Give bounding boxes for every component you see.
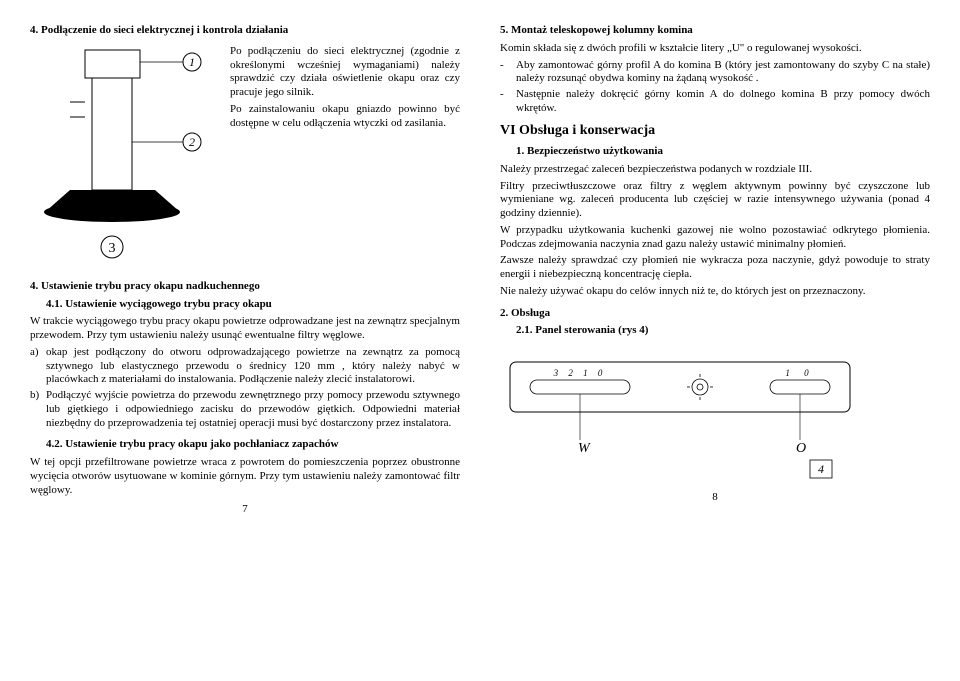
text-5a: Aby zamontować górny profil A do komina …	[516, 59, 930, 87]
para-4b: Po zainstalowaniu okapu gniazdo powinno …	[230, 103, 460, 131]
bezp-p2: Filtry przeciwtłuszczowe oraz filtry z w…	[500, 180, 930, 221]
panel-right-labels: 1 0	[785, 368, 814, 378]
list-item-b: b) Podłączyć wyjście powietrza do przewo…	[30, 389, 460, 430]
marker-b: b)	[30, 389, 46, 430]
list-item-a: a) okap jest podłączony do otworu odprow…	[30, 346, 460, 387]
text-5b: Następnie należy dokręcić górny komin A …	[516, 88, 930, 116]
text-b: Podłączyć wyjście powietrza do przewodu …	[46, 389, 460, 430]
callout-3: 3	[109, 241, 116, 256]
panel-label-w: W	[578, 441, 591, 456]
panel-fig-number: 4	[818, 462, 824, 476]
diagram-text: Po podłączeniu do sieci elektrycznej (zg…	[230, 42, 460, 134]
page-number-right: 8	[500, 491, 930, 505]
callout-1: 1	[189, 55, 195, 69]
heading-4: 4. Podłączenie do sieci elektrycznej i k…	[30, 24, 460, 38]
bezp-p3: W przypadku użytkowania kuchenki gazowej…	[500, 224, 930, 252]
left-column: 4. Podłączenie do sieci elektrycznej i k…	[30, 20, 460, 520]
heading-41: 4.1. Ustawienie wyciągowego trybu pracy …	[46, 298, 460, 312]
marker-dash-1: -	[500, 59, 516, 87]
para-5-intro: Komin składa się z dwóch profili w kszta…	[500, 42, 930, 56]
panel-left-labels: 3 2 1 0	[553, 368, 607, 378]
bezp-p5: Nie należy używać okapu do celów innych …	[500, 285, 930, 299]
text-a: okap jest podłączony do otworu odprowadz…	[46, 346, 460, 387]
list-item-5b: - Następnie należy dokręcić górny komin …	[500, 88, 930, 116]
heading-1-bezp: 1. Bezpieczeństwo użytkowania	[516, 145, 930, 159]
page-number-left: 7	[30, 503, 460, 517]
heading-5: 5. Montaż teleskopowej kolumny komina	[500, 24, 930, 38]
heading-2-obs: 2. Obsługa	[500, 307, 930, 321]
heading-42: 4.2. Ustawienie trybu pracy okapu jako p…	[46, 438, 460, 452]
marker-a: a)	[30, 346, 46, 387]
heading-4-ust: 4. Ustawienie trybu pracy okapu nadkuche…	[30, 280, 460, 294]
diagram-row: 1 2 3 Po podłączeniu do sieci elektryczn…	[30, 42, 460, 272]
right-column: 5. Montaż teleskopowej kolumny komina Ko…	[500, 20, 930, 520]
para-42: W tej opcji przefiltrowane powietrze wra…	[30, 456, 460, 497]
marker-dash-2: -	[500, 88, 516, 116]
para-41: W trakcie wyciągowego trybu pracy okapu …	[30, 315, 460, 343]
heading-vi: VI Obsługa i konserwacja	[500, 122, 930, 140]
hood-diagram: 1 2 3	[30, 42, 220, 272]
callout-2: 2	[189, 135, 195, 149]
para-4a: Po podłączeniu do sieci elektrycznej (zg…	[230, 45, 460, 100]
list-item-5a: - Aby zamontować górny profil A do komin…	[500, 59, 930, 87]
bezp-p4: Zawsze należy sprawdzać czy płomień nie …	[500, 254, 930, 282]
control-panel-figure: 3 2 1 0 1 0 W O 4	[500, 352, 860, 482]
bezp-p1: Należy przestrzegać zaleceń bezpieczeńst…	[500, 163, 930, 177]
panel-label-o: O	[796, 441, 806, 456]
heading-21: 2.1. Panel sterowania (rys 4)	[516, 324, 930, 338]
